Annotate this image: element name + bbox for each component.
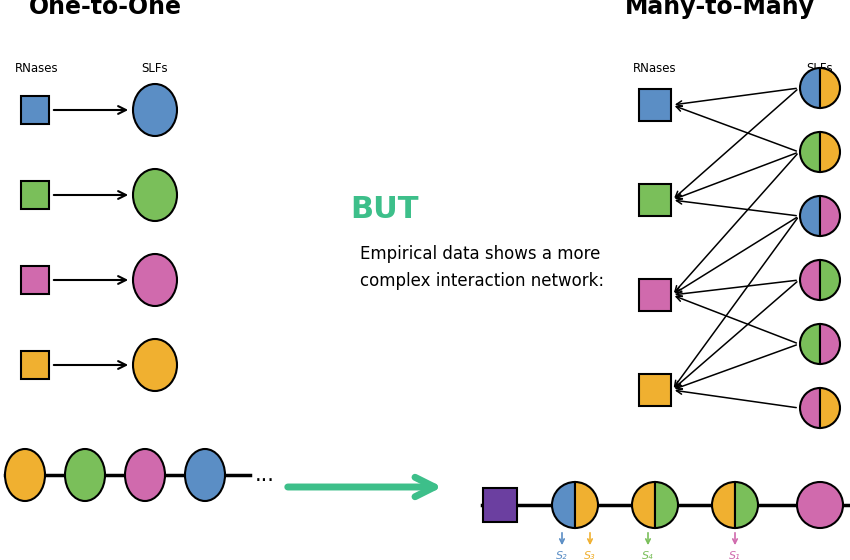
Text: S₂: S₂ [556,551,568,560]
Text: complex interaction network:: complex interaction network: [360,272,604,290]
Wedge shape [800,68,820,108]
Text: ...: ... [255,465,275,485]
Wedge shape [735,482,758,528]
Text: S₃: S₃ [584,551,596,560]
Wedge shape [820,260,840,300]
Ellipse shape [185,449,225,501]
Ellipse shape [133,169,177,221]
Text: S₁: S₁ [729,551,741,560]
FancyBboxPatch shape [21,351,49,379]
Text: Many-to-Many: Many-to-Many [625,0,815,19]
Wedge shape [800,260,820,300]
Wedge shape [800,132,820,172]
FancyBboxPatch shape [483,488,517,522]
Circle shape [797,482,843,528]
Wedge shape [655,482,678,528]
Ellipse shape [65,449,105,501]
Wedge shape [800,388,820,428]
Wedge shape [820,324,840,364]
FancyBboxPatch shape [639,279,671,311]
Text: One-to-One: One-to-One [29,0,182,19]
Text: BUT: BUT [351,195,419,224]
Ellipse shape [133,339,177,391]
Wedge shape [820,388,840,428]
FancyBboxPatch shape [21,181,49,209]
Wedge shape [800,196,820,236]
Wedge shape [800,324,820,364]
Ellipse shape [133,254,177,306]
Ellipse shape [125,449,165,501]
FancyBboxPatch shape [21,266,49,294]
Text: RNases: RNases [633,62,677,75]
Ellipse shape [5,449,45,501]
Text: SLFs: SLFs [142,62,168,75]
Wedge shape [820,196,840,236]
Text: S₄: S₄ [643,551,654,560]
Text: SLFs: SLFs [807,62,833,75]
Wedge shape [632,482,655,528]
Text: Empirical data shows a more: Empirical data shows a more [360,245,600,263]
FancyBboxPatch shape [639,89,671,121]
FancyBboxPatch shape [639,374,671,406]
Wedge shape [575,482,598,528]
Text: RNases: RNases [15,62,59,75]
Wedge shape [552,482,575,528]
FancyBboxPatch shape [21,96,49,124]
Wedge shape [712,482,735,528]
Wedge shape [820,68,840,108]
FancyBboxPatch shape [639,184,671,216]
Ellipse shape [133,84,177,136]
Wedge shape [820,132,840,172]
